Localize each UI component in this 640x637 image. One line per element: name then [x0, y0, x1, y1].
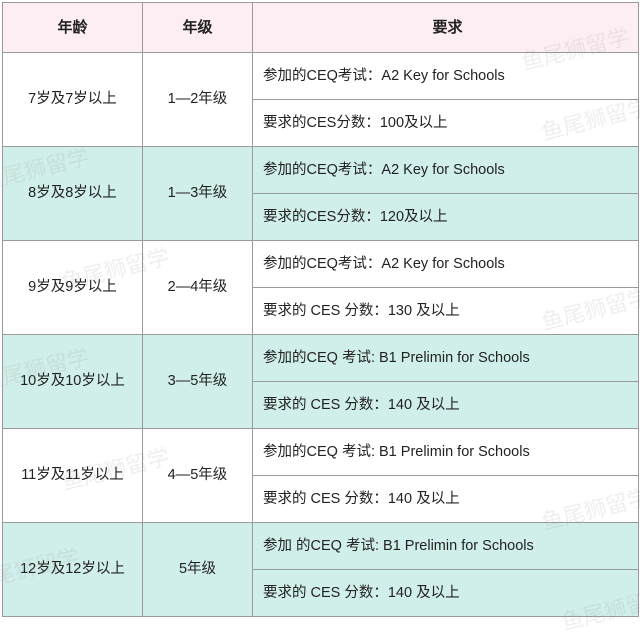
cell-grade: 3—5年级: [143, 335, 253, 429]
cell-grade: 4—5年级: [143, 429, 253, 523]
cell-requirement-score: 要求的 CES 分数：140 及以上: [253, 476, 639, 523]
table-row: 7岁及7岁以上1—2年级参加的CEQ考试：A2 Key for Schools: [3, 53, 639, 100]
requirements-table: 年龄 年级 要求 7岁及7岁以上1—2年级参加的CEQ考试：A2 Key for…: [2, 2, 639, 617]
table-body: 7岁及7岁以上1—2年级参加的CEQ考试：A2 Key for Schools要…: [3, 53, 639, 617]
cell-requirement-exam: 参加的CEQ考试：A2 Key for Schools: [253, 147, 639, 194]
table-row: 11岁及11岁以上4—5年级参加的CEQ 考试: B1 Prelimin for…: [3, 429, 639, 476]
table-row: 12岁及12岁以上5年级参加 的CEQ 考试: B1 Prelimin for …: [3, 523, 639, 570]
col-header-age: 年龄: [3, 3, 143, 53]
cell-requirement-score: 要求的 CES 分数：130 及以上: [253, 288, 639, 335]
table-header-row: 年龄 年级 要求: [3, 3, 639, 53]
col-header-grade: 年级: [143, 3, 253, 53]
cell-age: 11岁及11岁以上: [3, 429, 143, 523]
table-row: 8岁及8岁以上1—3年级参加的CEQ考试：A2 Key for Schools: [3, 147, 639, 194]
cell-grade: 1—2年级: [143, 53, 253, 147]
cell-grade: 1—3年级: [143, 147, 253, 241]
cell-requirement-exam: 参加的CEQ考试：A2 Key for Schools: [253, 241, 639, 288]
cell-age: 12岁及12岁以上: [3, 523, 143, 617]
cell-requirement-score: 要求的CES分数：100及以上: [253, 100, 639, 147]
table-row: 10岁及10岁以上3—5年级参加的CEQ 考试: B1 Prelimin for…: [3, 335, 639, 382]
cell-requirement-exam: 参加的CEQ 考试: B1 Prelimin for Schools: [253, 335, 639, 382]
cell-age: 10岁及10岁以上: [3, 335, 143, 429]
cell-requirement-score: 要求的CES分数：120及以上: [253, 194, 639, 241]
cell-requirement-exam: 参加的CEQ 考试: B1 Prelimin for Schools: [253, 429, 639, 476]
cell-age: 7岁及7岁以上: [3, 53, 143, 147]
cell-grade: 2—4年级: [143, 241, 253, 335]
col-header-req: 要求: [253, 3, 639, 53]
table-row: 9岁及9岁以上2—4年级参加的CEQ考试：A2 Key for Schools: [3, 241, 639, 288]
cell-requirement-score: 要求的 CES 分数：140 及以上: [253, 382, 639, 429]
cell-requirement-exam: 参加的CEQ考试：A2 Key for Schools: [253, 53, 639, 100]
cell-requirement-score: 要求的 CES 分数：140 及以上: [253, 570, 639, 617]
cell-requirement-exam: 参加 的CEQ 考试: B1 Prelimin for Schools: [253, 523, 639, 570]
cell-grade: 5年级: [143, 523, 253, 617]
cell-age: 9岁及9岁以上: [3, 241, 143, 335]
cell-age: 8岁及8岁以上: [3, 147, 143, 241]
